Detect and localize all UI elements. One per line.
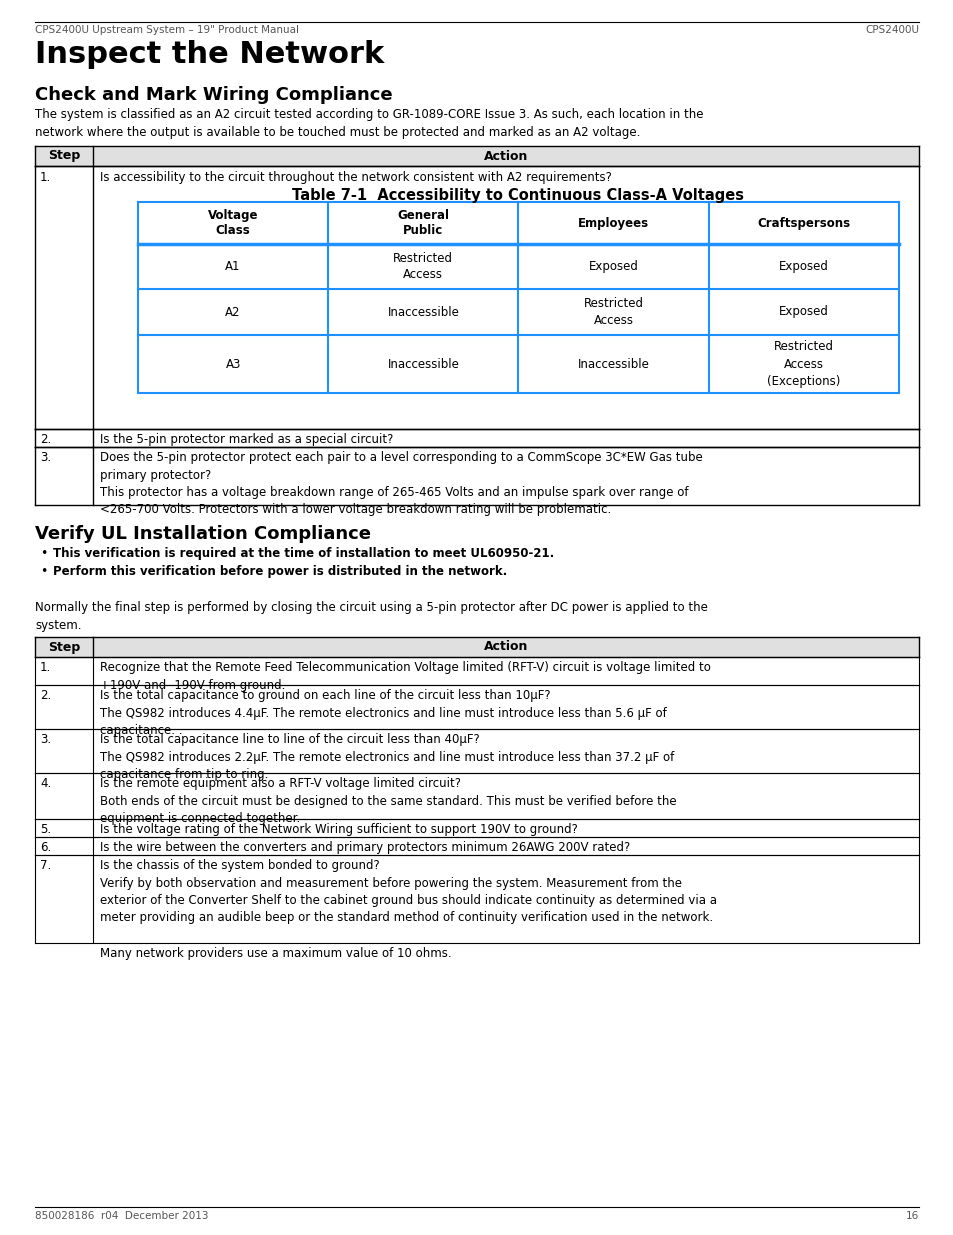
Text: Is the chassis of the system bonded to ground?
Verify by both observation and me: Is the chassis of the system bonded to g…: [100, 860, 717, 960]
Text: Is the wire between the converters and primary protectors minimum 26AWG 200V rat: Is the wire between the converters and p…: [100, 841, 630, 853]
Text: Check and Mark Wiring Compliance: Check and Mark Wiring Compliance: [35, 86, 393, 104]
Text: 5.: 5.: [40, 823, 51, 836]
Text: Voltage
Class: Voltage Class: [208, 209, 258, 237]
Text: Is the total capacitance line to line of the circuit less than 40μF?
The QS982 i: Is the total capacitance line to line of…: [100, 734, 674, 781]
Text: A2: A2: [225, 305, 240, 319]
Text: 1.: 1.: [40, 170, 51, 184]
Text: Recognize that the Remote Feed Telecommunication Voltage limited (RFT-V) circuit: Recognize that the Remote Feed Telecommu…: [100, 661, 710, 692]
Text: Restricted
Access: Restricted Access: [583, 296, 643, 327]
Text: 3.: 3.: [40, 451, 51, 464]
Text: 7.: 7.: [40, 860, 51, 872]
Text: Inaccessible: Inaccessible: [578, 357, 649, 370]
Text: Exposed: Exposed: [778, 261, 828, 273]
Text: Perform this verification before power is distributed in the network.: Perform this verification before power i…: [53, 564, 507, 578]
Text: A3: A3: [225, 357, 240, 370]
Text: Inaccessible: Inaccessible: [387, 357, 458, 370]
Text: 6.: 6.: [40, 841, 51, 853]
Text: Is the voltage rating of the Network Wiring sufficient to support 190V to ground: Is the voltage rating of the Network Wir…: [100, 823, 578, 836]
Text: Employees: Employees: [578, 216, 648, 230]
Text: Craftspersons: Craftspersons: [757, 216, 849, 230]
Bar: [35, 146, 918, 165]
Text: Normally the final step is performed by closing the circuit using a 5-pin protec: Normally the final step is performed by …: [35, 601, 707, 632]
Text: Is the total capacitance to ground on each line of the circuit less than 10μF?
T: Is the total capacitance to ground on ea…: [100, 689, 666, 737]
Text: Is accessibility to the circuit throughout the network consistent with A2 requir: Is accessibility to the circuit througho…: [100, 170, 611, 184]
Text: General
Public: General Public: [397, 209, 449, 237]
Text: The system is classified as an A2 circuit tested according to GR-1089-CORE Issue: The system is classified as an A2 circui…: [35, 107, 702, 140]
Text: Action: Action: [483, 641, 528, 653]
Text: Restricted
Access: Restricted Access: [393, 252, 453, 282]
Text: Exposed: Exposed: [588, 261, 638, 273]
Text: Inspect the Network: Inspect the Network: [35, 40, 384, 69]
Text: •: •: [40, 547, 48, 559]
Text: Table 7-1  Accessibility to Continuous Class-A Voltages: Table 7-1 Accessibility to Continuous Cl…: [293, 188, 743, 203]
Text: 2.: 2.: [40, 689, 51, 701]
Text: •: •: [40, 564, 48, 578]
Bar: [35, 637, 918, 657]
Text: 16: 16: [904, 1212, 918, 1221]
Text: 3.: 3.: [40, 734, 51, 746]
Text: 2.: 2.: [40, 433, 51, 446]
Text: Is the 5-pin protector marked as a special circuit?: Is the 5-pin protector marked as a speci…: [100, 433, 393, 446]
Text: Verify UL Installation Compliance: Verify UL Installation Compliance: [35, 525, 371, 543]
Text: Action: Action: [483, 149, 528, 163]
Text: Step: Step: [48, 149, 80, 163]
Text: 850028186  r04  December 2013: 850028186 r04 December 2013: [35, 1212, 209, 1221]
Text: Does the 5-pin protector protect each pair to a level corresponding to a CommSco: Does the 5-pin protector protect each pa…: [100, 451, 702, 516]
Text: Inaccessible: Inaccessible: [387, 305, 458, 319]
Text: This verification is required at the time of installation to meet UL60950-21.: This verification is required at the tim…: [53, 547, 554, 559]
Text: A1: A1: [225, 261, 240, 273]
Text: Step: Step: [48, 641, 80, 653]
Text: Exposed: Exposed: [778, 305, 828, 319]
Text: 4.: 4.: [40, 777, 51, 790]
Text: CPS2400U Upstream System – 19" Product Manual: CPS2400U Upstream System – 19" Product M…: [35, 25, 298, 35]
Text: Restricted
Access
(Exceptions): Restricted Access (Exceptions): [766, 341, 840, 388]
Text: Is the remote equipment also a RFT-V voltage limited circuit?
Both ends of the c: Is the remote equipment also a RFT-V vol…: [100, 777, 676, 825]
Text: 1.: 1.: [40, 661, 51, 674]
Text: CPS2400U: CPS2400U: [864, 25, 918, 35]
